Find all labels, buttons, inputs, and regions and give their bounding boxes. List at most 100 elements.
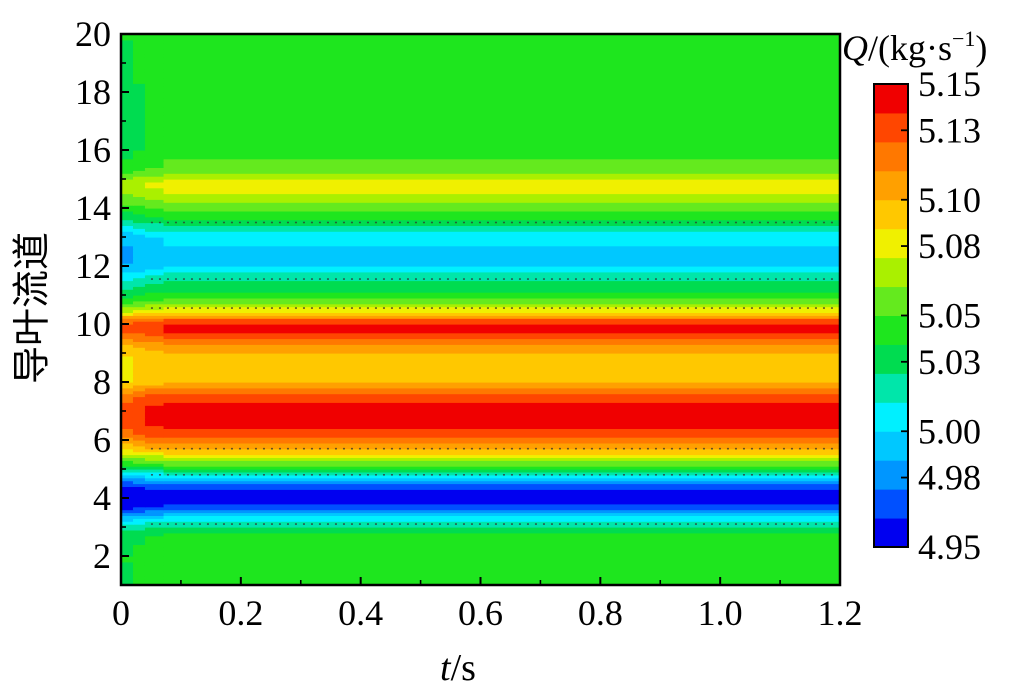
heatmap-band (162, 193, 840, 197)
heatmap-transient-cell (121, 477, 134, 482)
heatmap-transient-cell (144, 39, 164, 44)
heatmap-band (162, 437, 840, 441)
heatmap-transient-cell (121, 306, 134, 311)
heatmap-band (162, 370, 840, 374)
colorbar-tick-label: 4.95 (918, 527, 981, 567)
heatmap-band (162, 106, 840, 110)
heatmap-band (162, 190, 840, 195)
heatmap-band (162, 434, 840, 438)
heatmap-transient-cell (144, 567, 164, 572)
heatmap-band (162, 408, 840, 412)
heatmap-band (162, 416, 840, 421)
heatmap-transient-cell (144, 266, 164, 270)
heatmap-band (162, 89, 840, 93)
heatmap-transient-cell (144, 309, 164, 313)
y-tick-label: 12 (75, 246, 111, 286)
heatmap-transient-cell (121, 237, 134, 241)
heatmap-band (162, 263, 840, 267)
heatmap-transient-cell (144, 477, 164, 482)
heatmap-transient-cell (132, 65, 146, 70)
heatmap-band (162, 86, 840, 90)
heatmap-transient-cell (132, 434, 146, 438)
heatmap-transient-cell (121, 379, 134, 383)
heatmap-transient-cell (132, 150, 146, 154)
colorbar-swatch (874, 84, 908, 114)
heatmap-band (162, 419, 840, 424)
heatmap-transient-cell (132, 263, 146, 267)
heatmap-transient-cell (132, 561, 146, 566)
heatmap-transient-cell (132, 500, 146, 505)
heatmap-transient-cell (132, 445, 146, 450)
heatmap-band (162, 324, 840, 328)
heatmap-transient-cell (144, 495, 164, 499)
heatmap-transient-cell (121, 118, 134, 122)
colorbar-swatch (874, 199, 908, 230)
heatmap-band (162, 500, 840, 505)
heatmap-transient-cell (144, 448, 164, 453)
heatmap-transient-cell (132, 80, 146, 84)
heatmap-transient-cell (121, 321, 134, 325)
heatmap-transient-cell (144, 353, 164, 357)
heatmap-band (162, 448, 840, 453)
heatmap-transient-cell (121, 437, 134, 441)
heatmap-transient-cell (121, 158, 134, 163)
heatmap-transient-cell (132, 451, 146, 456)
heatmap-transient-cell (132, 152, 146, 157)
heatmap-transient-cell (121, 344, 134, 348)
heatmap-transient-cell (144, 280, 164, 284)
heatmap-band (162, 36, 840, 41)
heatmap-band (162, 161, 840, 166)
colorbar: 5.15 5.13 5.10 5.08 5.05 5.03 5.00 4.98 4.95 (873, 64, 981, 567)
heatmap-transient-cell (121, 367, 134, 371)
heatmap-transient-cell (121, 100, 134, 105)
heatmap-transient-cell (144, 373, 164, 377)
heatmap-transient-cell (121, 448, 134, 453)
heatmap-transient-cell (132, 173, 146, 177)
heatmap-transient-cell (121, 231, 134, 235)
heatmap-transient-cell (144, 376, 164, 380)
heatmap-band (162, 367, 840, 371)
heatmap-band (162, 457, 840, 461)
heatmap-transient-cell (121, 445, 134, 450)
heatmap-transient-cell (144, 289, 164, 293)
heatmap-band (162, 538, 840, 543)
heatmap-transient-cell (132, 248, 146, 253)
heatmap-transient-cell (132, 71, 146, 76)
heatmap-band (162, 173, 840, 177)
heatmap-transient-cell (132, 303, 146, 308)
heatmap-transient-cell (144, 190, 164, 195)
heatmap-transient-cell (144, 312, 164, 316)
heatmap-band (162, 45, 840, 50)
heatmap-transient-cell (144, 295, 164, 299)
heatmap-transient-cell (144, 498, 164, 502)
heatmap-transient-cell (132, 498, 146, 502)
heatmap-transient-cell (132, 48, 146, 52)
heatmap-transient-cell (132, 422, 146, 427)
colorbar-swatch (874, 141, 908, 172)
heatmap-transient-cell (132, 413, 146, 418)
heatmap-transient-cell (132, 309, 146, 313)
heatmap-transient-cell (144, 506, 164, 511)
heatmap-transient-cell (132, 237, 146, 241)
heatmap-transient-cell (121, 355, 134, 360)
heatmap-band (162, 463, 840, 467)
heatmap-transient-cell (121, 347, 134, 351)
heatmap-transient-cell (144, 402, 164, 406)
heatmap-transient-cell (121, 373, 134, 377)
heatmap-transient-cell (132, 376, 146, 380)
x-axis-label: t/s (440, 647, 476, 689)
heatmap-band (162, 550, 840, 554)
heatmap-transient-cell (144, 538, 164, 543)
heatmap-band (162, 547, 840, 551)
heatmap-band (162, 373, 840, 377)
heatmap-transient-cell (132, 471, 146, 476)
heatmap-transient-cell (121, 254, 134, 258)
heatmap-band (162, 150, 840, 154)
heatmap-band (162, 51, 840, 55)
heatmap-transient-cell (121, 289, 134, 293)
heatmap-transient-cell (144, 103, 164, 108)
heatmap-band (162, 170, 840, 174)
heatmap-transient-cell (132, 579, 146, 583)
heatmap-transient-cell (144, 524, 164, 528)
heatmap-transient-cell (144, 167, 164, 171)
